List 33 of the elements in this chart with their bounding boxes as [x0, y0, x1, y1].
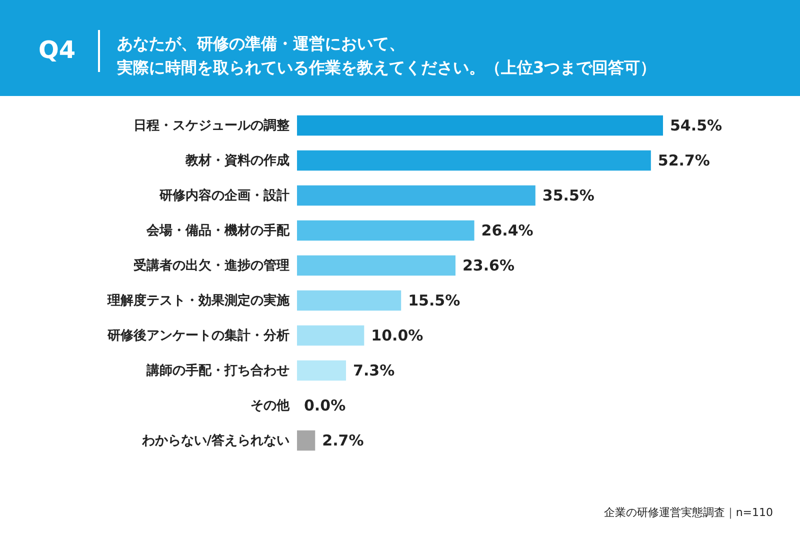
y-tick-label: 理解度テスト・効果測定の実施 [106, 292, 290, 308]
bar [297, 430, 316, 451]
data-label: 10.0% [371, 326, 424, 344]
y-tick-label: 研修内容の企画・設計 [158, 188, 290, 204]
y-tick-label: 受講者の出欠・進捗の管理 [132, 258, 290, 274]
y-tick-label: その他 [250, 398, 290, 414]
text: 企業の研修運営実態調査｜n=110 [604, 506, 773, 519]
y-tick-label: 講師の手配・打ち合わせ [146, 362, 290, 378]
y-tick-label: 会場・備品・機材の手配 [146, 222, 290, 238]
text: Q4 [38, 36, 76, 64]
y-tick-label: わからない/答えられない [140, 434, 290, 448]
bar [297, 150, 651, 171]
bar [297, 115, 663, 136]
y-tick-label: 日程・スケジュールの調整 [134, 118, 290, 134]
text: 実際に時間を取られている作業を教えてください。（上位3つまで回答可） [117, 58, 656, 77]
data-label: 54.5% [670, 116, 722, 134]
data-label: 15.5% [408, 292, 460, 310]
text: あなたが、研修の準備・運営において、 [117, 34, 405, 53]
data-label: 2.7% [322, 432, 364, 450]
y-tick-label: 教材・資料の作成 [184, 154, 290, 168]
data-label: 35.5% [542, 186, 594, 204]
bar [297, 325, 364, 346]
bar [297, 290, 402, 311]
data-label: 26.4% [481, 222, 534, 240]
data-label: 0.0% [304, 396, 346, 414]
data-label: 7.3% [353, 362, 395, 380]
y-tick-label: 研修後アンケートの集計・分析 [106, 328, 290, 344]
bar [297, 360, 346, 381]
bar [297, 255, 456, 276]
bar [297, 220, 474, 241]
bar [297, 185, 536, 206]
data-label: 52.7% [658, 152, 710, 170]
data-label: 23.6% [462, 256, 515, 274]
